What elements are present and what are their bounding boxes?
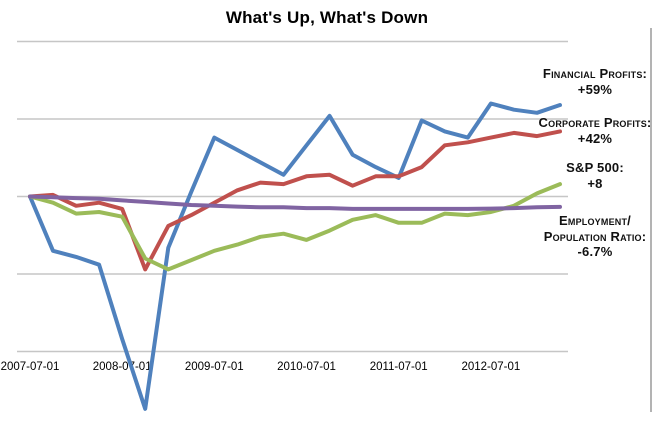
annotation-line: +8 <box>587 175 603 191</box>
x-tick-label-2008-07-01: 2008-07-01 <box>92 361 152 373</box>
annotation-line: +42% <box>577 130 613 146</box>
series-line-corporate-profits <box>28 129 562 272</box>
x-tick-label-2010-07-01: 2010-07-01 <box>277 361 336 373</box>
series-line-s-p-500 <box>28 182 562 272</box>
annotation-line: Population Ratio: <box>543 228 647 244</box>
annotation-line: Employment/ <box>559 213 631 228</box>
series-line-employment-population-ratio <box>28 194 562 211</box>
x-tick-label-2007-07-01: 2007-07-01 <box>0 361 60 373</box>
annotation-line: -6.7% <box>577 244 613 259</box>
x-tick-label-2012-07-01: 2012-07-01 <box>461 361 521 373</box>
series-line-financial-profits <box>28 101 562 411</box>
x-tick-label-2009-07-01: 2009-07-01 <box>184 361 244 373</box>
annotation-line: S&P 500: <box>566 160 624 175</box>
annotation-s-p-500: S&P 500: +8 <box>536 160 654 191</box>
annotation-line: +59% <box>577 81 613 97</box>
annotation-line: Financial Profits: <box>542 66 648 81</box>
annotation-corporate-profits: Corporate Profits: +42% <box>536 115 654 146</box>
annotation-financial-profits: Financial Profits: +59% <box>536 66 654 97</box>
annotation-line: Corporate Profits: <box>538 115 652 130</box>
right-edge-border <box>650 28 652 412</box>
annotation-employment-population-ratio: Employment/Population Ratio: -6.7% <box>536 213 654 260</box>
x-tick-label-2011-07-01: 2011-07-01 <box>369 361 428 373</box>
chart-title: What's Up, What's Down <box>225 8 429 27</box>
